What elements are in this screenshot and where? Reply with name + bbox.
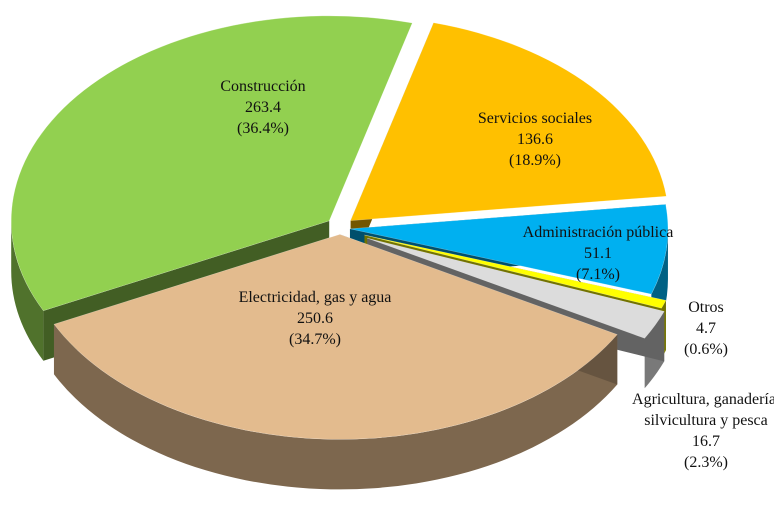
category-label: Agricultura, ganadería, silvicultura y p… (632, 391, 774, 429)
category-label: Otros (688, 299, 724, 316)
data-label: Construcción 263.4 (36.4%) (163, 76, 363, 139)
value-label: 51.1 (584, 245, 612, 262)
percent-label: (36.4%) (237, 120, 289, 137)
percent-label: (18.9%) (509, 152, 561, 169)
slice (364, 234, 667, 309)
category-label: Administración pública (522, 224, 674, 241)
value-label: 136.6 (517, 131, 553, 148)
category-label: Construcción (220, 78, 306, 95)
value-label: 263.4 (245, 99, 281, 116)
percent-label: (2.3%) (684, 454, 728, 471)
slice (349, 204, 669, 295)
value-label: 250.6 (297, 310, 333, 327)
percent-label: (34.7%) (289, 331, 341, 348)
slice (367, 237, 665, 339)
slice-side (53, 324, 618, 490)
slice (350, 22, 667, 221)
category-label: Electricidad, gas y agua (238, 289, 392, 306)
data-label: Administración pública 51.1 (7.1%) (498, 222, 698, 285)
data-label: Servicios sociales 136.6 (18.9%) (435, 108, 635, 171)
value-label: 16.7 (692, 433, 720, 450)
data-label: Agricultura, ganadería, silvicultura y p… (631, 389, 774, 473)
category-label: Servicios sociales (477, 110, 593, 127)
data-label: Otros 4.7 (0.6%) (646, 297, 766, 360)
percent-label: (7.1%) (576, 266, 620, 283)
value-label: 4.7 (696, 320, 716, 337)
slice (10, 15, 413, 312)
slice-side (11, 220, 44, 361)
data-label: Electricidad, gas y agua 250.6 (34.7%) (230, 287, 400, 350)
percent-label: (0.6%) (684, 341, 728, 358)
slice (53, 234, 618, 440)
